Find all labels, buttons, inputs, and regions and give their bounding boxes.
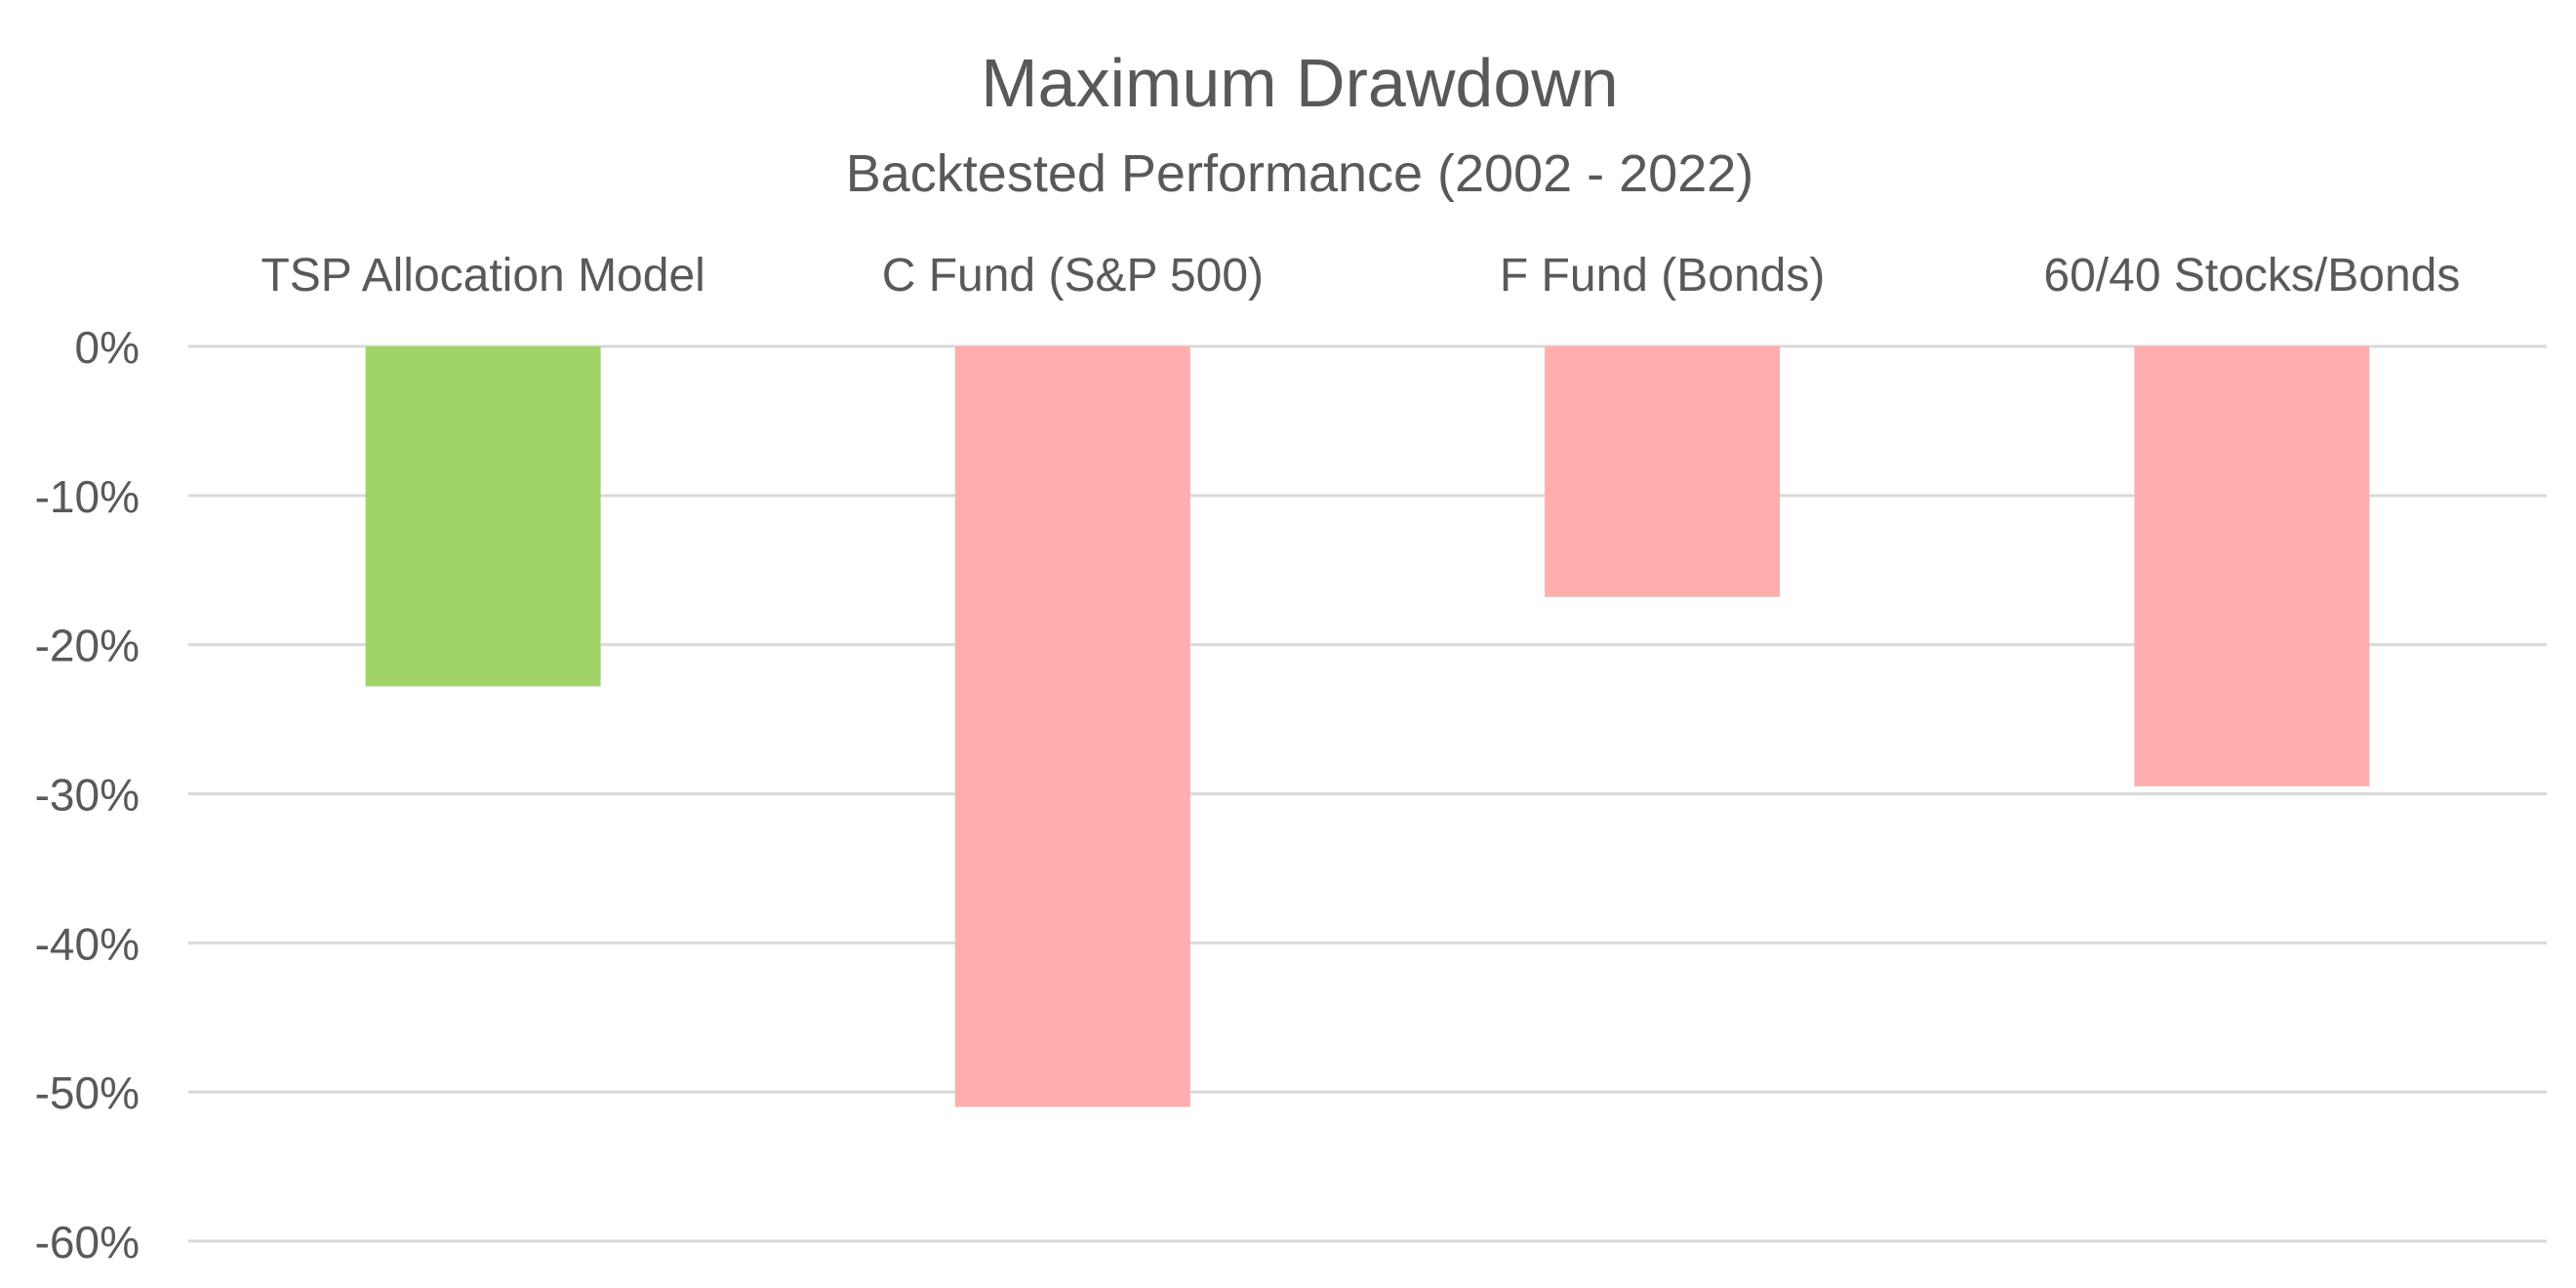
- bar: [365, 346, 601, 687]
- y-tick-label: -20%: [35, 621, 140, 671]
- y-tick-label: -10%: [35, 471, 140, 522]
- bar: [954, 346, 1190, 1107]
- category-label: 60/40 Stocks/Bonds: [2043, 250, 2460, 302]
- y-axis-tick-labels: 0% -10% -20% -30% -40% -50% -60%: [35, 322, 140, 1268]
- y-tick-label: -40%: [35, 918, 140, 969]
- category-label: C Fund (S&P 500): [882, 250, 1264, 302]
- category-labels: TSP Allocation Model C Fund (S&P 500) F Fu…: [261, 250, 2460, 302]
- category-label: F Fund (Bonds): [1500, 250, 1825, 302]
- category-label: TSP Allocation Model: [261, 250, 704, 302]
- bars: [365, 346, 2370, 1107]
- y-tick-label: -50%: [35, 1067, 140, 1118]
- chart-subtitle: Backtested Performance (2002 - 2022): [846, 144, 1754, 203]
- y-tick-label: -60%: [35, 1217, 140, 1268]
- bar: [1545, 346, 1781, 597]
- bar: [2134, 346, 2370, 786]
- y-tick-label: -30%: [35, 770, 140, 821]
- chart-title: Maximum Drawdown: [981, 45, 1618, 121]
- y-tick-label: 0%: [75, 322, 140, 373]
